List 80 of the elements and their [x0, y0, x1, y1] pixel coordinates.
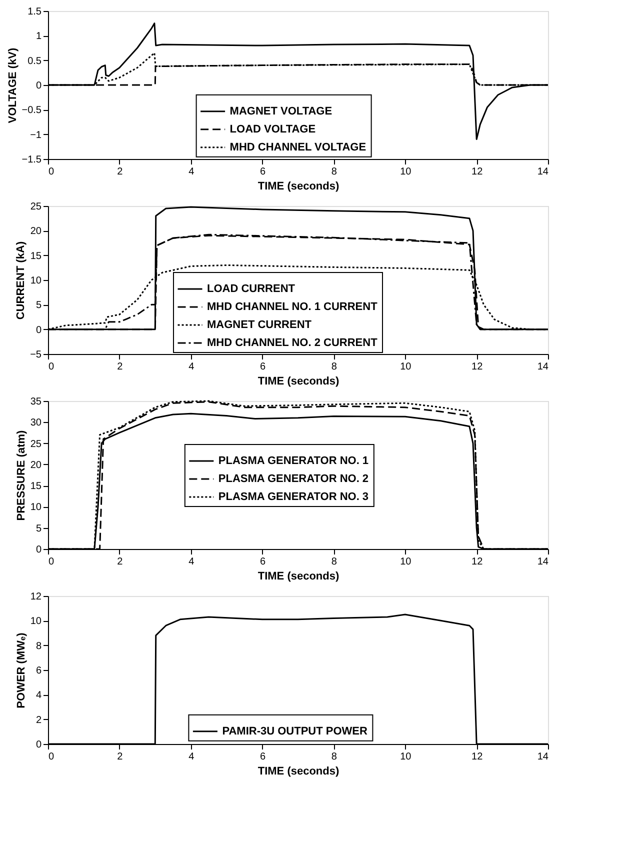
legend-label: MHD CHANNEL NO. 1 CURRENT [207, 300, 378, 313]
y-tick-label: 25 [30, 202, 42, 212]
y-axis-title: CURRENT (kA) [15, 241, 28, 320]
x-tick-label: 4 [188, 752, 195, 762]
x-axis-title: TIME (seconds) [258, 766, 340, 778]
y-tick-label: 4 [36, 690, 42, 702]
x-axis-title: TIME (seconds) [258, 376, 340, 388]
x-tick-label: 0 [48, 362, 54, 372]
y-tick-label: 15 [30, 250, 42, 262]
y-tick-label: 1.5 [28, 6, 42, 18]
y-tick-label: 8 [36, 640, 42, 652]
y-tick-label: 35 [30, 396, 42, 408]
y-tick-label: 5 [36, 523, 42, 534]
y-tick-label: 20 [30, 226, 42, 238]
y-tick-label: 30 [30, 418, 42, 429]
x-tick-label: 12 [472, 166, 484, 178]
y-tick-label: −5 [30, 350, 42, 360]
x-tick-label: 10 [400, 556, 412, 568]
x-tick-label: 4 [188, 166, 195, 178]
legend-label: MAGNET VOLTAGE [230, 105, 332, 118]
y-tick-label: 2 [36, 714, 42, 726]
x-tick-label: 12 [472, 362, 484, 372]
x-tick-label: 14 [537, 166, 549, 178]
legend-label: LOAD VOLTAGE [230, 123, 316, 136]
x-tick-label: 10 [400, 362, 412, 372]
x-tick-label: 8 [331, 166, 338, 178]
y-tick-label: 0 [36, 544, 42, 556]
x-tick-label: 2 [117, 752, 124, 762]
y-axis-title: PRESSURE (atm) [15, 430, 28, 521]
y-tick-label: −1.5 [22, 154, 42, 166]
legend-label: PLASMA GENERATOR NO. 1 [218, 455, 369, 467]
y-tick-label: 20 [30, 460, 42, 471]
x-tick-label: 0 [48, 556, 54, 568]
y-tick-label: 25 [30, 438, 42, 450]
legend-label: PAMIR-3U OUTPUT POWER [222, 725, 368, 738]
x-tick-label: 4 [188, 362, 195, 372]
y-tick-label: 12 [30, 592, 42, 602]
x-tick-label: 2 [117, 556, 124, 568]
x-tick-label: 14 [537, 556, 549, 568]
legend-label: PLASMA GENERATOR NO. 3 [218, 491, 369, 503]
x-tick-label: 2 [117, 166, 124, 178]
y-tick-label: 15 [30, 481, 42, 492]
y-tick-label: 10 [30, 276, 42, 286]
x-tick-label: 8 [331, 556, 338, 568]
x-tick-label: 12 [472, 752, 484, 762]
x-tick-label: 8 [331, 752, 338, 762]
x-tick-label: 14 [537, 362, 549, 372]
x-tick-label: 10 [400, 166, 412, 178]
x-tick-label: 6 [260, 362, 266, 372]
x-tick-label: 6 [260, 556, 266, 568]
y-tick-label: 10 [30, 502, 42, 514]
legend-label: MHD CHANNEL VOLTAGE [230, 141, 366, 154]
y-tick-label: 10 [30, 616, 42, 628]
y-axis-title: POWER (MWₑ) [15, 632, 28, 708]
y-axis-title: VOLTAGE (kV) [6, 47, 19, 124]
x-axis-title: TIME (seconds) [258, 180, 340, 192]
legend-label: MAGNET CURRENT [207, 318, 312, 331]
legend-label: MHD CHANNEL NO. 2 CURRENT [207, 336, 378, 349]
y-tick-label: 0.5 [28, 56, 42, 67]
x-tick-label: 0 [48, 166, 54, 178]
y-tick-label: −1 [30, 130, 42, 141]
x-tick-label: 6 [260, 166, 266, 178]
y-tick-label: 0 [36, 80, 42, 92]
legend-label: LOAD CURRENT [207, 282, 296, 295]
y-tick-label: 0 [36, 740, 42, 750]
x-axis-title: TIME (seconds) [258, 570, 340, 582]
x-tick-label: 8 [331, 362, 338, 372]
x-tick-label: 0 [48, 752, 54, 762]
x-tick-label: 4 [188, 556, 195, 568]
y-tick-label: 5 [36, 300, 42, 312]
x-tick-label: 6 [260, 752, 266, 762]
y-tick-label: 6 [36, 666, 42, 676]
x-tick-label: 2 [117, 362, 124, 372]
x-tick-label: 14 [537, 752, 549, 762]
x-tick-label: 12 [472, 556, 484, 568]
y-tick-label: −0.5 [22, 105, 42, 116]
y-tick-label: 1 [36, 31, 42, 42]
legend-label: PLASMA GENERATOR NO. 2 [218, 473, 369, 485]
y-tick-label: 0 [36, 324, 42, 336]
x-tick-label: 10 [400, 752, 412, 762]
